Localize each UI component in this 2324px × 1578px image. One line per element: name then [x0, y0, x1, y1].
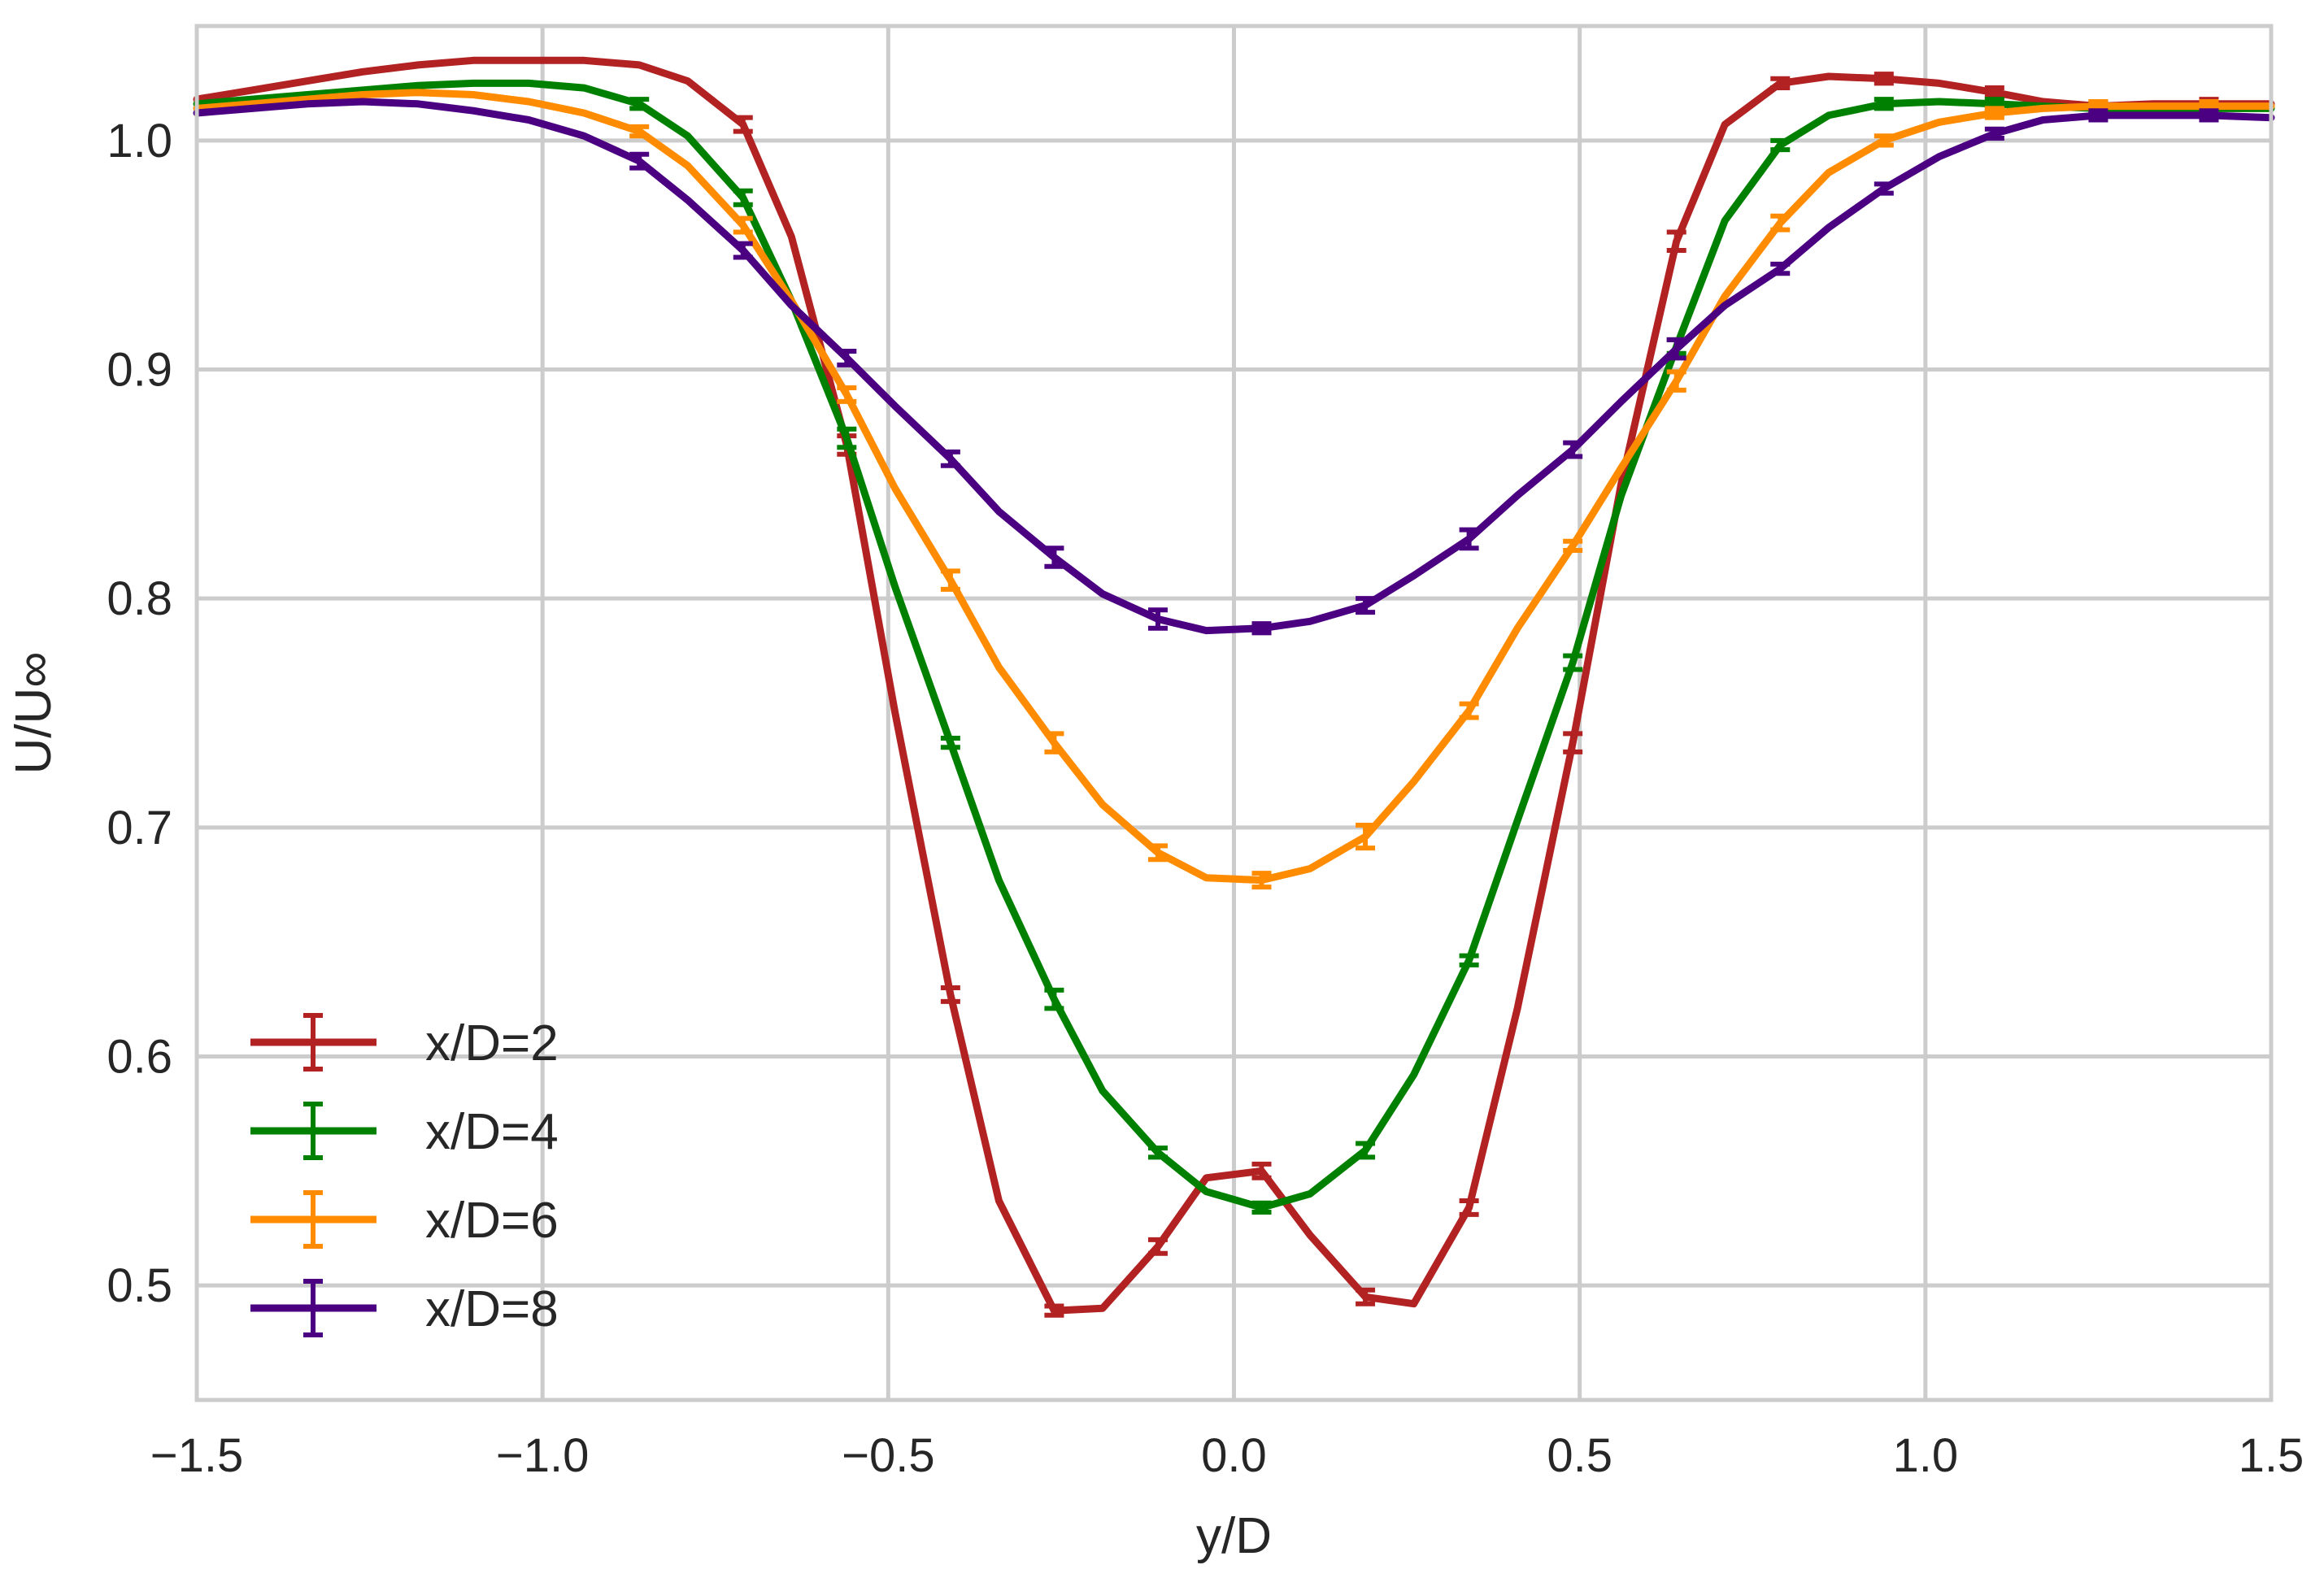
y-axis-label: U/U∞: [6, 652, 62, 775]
legend-item: x/D=8: [250, 1279, 559, 1337]
x-tick-label: −1.5: [150, 1429, 244, 1482]
legend-label: x/D=6: [425, 1193, 559, 1249]
errorbar: [1044, 1303, 1064, 1318]
errorbar: [1666, 369, 1686, 393]
series-4: [193, 98, 2275, 636]
errorbar: [733, 115, 753, 134]
plot-frame: [194, 24, 2274, 1402]
errorbar: [1563, 653, 1583, 672]
errorbar: [1459, 701, 1479, 720]
errorbar: [1984, 106, 2004, 120]
x-tick-label: −0.5: [842, 1429, 935, 1482]
series-line: [193, 98, 2275, 635]
errorbar: [1563, 440, 1583, 459]
x-tick-label: 0.0: [1201, 1429, 1267, 1482]
errorbar: [2199, 108, 2219, 123]
errorbar: [1251, 621, 1272, 636]
errorbar: [1251, 1161, 1272, 1180]
errorbar: [1770, 76, 1791, 91]
legend-item: x/D=4: [250, 1102, 559, 1160]
errorbar: [1459, 953, 1479, 967]
x-axis-label: y/D: [1196, 1508, 1272, 1564]
errorbar: [1356, 1287, 1376, 1306]
errorbar: [1874, 97, 1894, 111]
errorbar: [1459, 527, 1479, 551]
errorbar: [1044, 546, 1064, 569]
series-3: [193, 89, 2275, 890]
y-tick-label: 0.9: [107, 344, 172, 397]
errorbar: [1666, 229, 1686, 254]
y-tick-label: 1.0: [107, 115, 172, 167]
y-tick-label: 0.8: [107, 572, 172, 625]
legend: x/D=2 x/D=4 x/D=6 x/D=8: [250, 1013, 559, 1337]
errorbar: [1874, 181, 1894, 196]
x-tick-label: 0.5: [1547, 1429, 1612, 1482]
series-line: [193, 89, 2275, 885]
errorbar: [629, 151, 650, 171]
errorbar: [1356, 823, 1376, 851]
errorbar: [1356, 596, 1376, 615]
errorbar: [629, 124, 650, 139]
errorbar: [1147, 607, 1168, 631]
errorbar: [837, 385, 857, 404]
errorbar: [1251, 1200, 1272, 1215]
errorbar: [1563, 538, 1583, 554]
errorbar: [940, 985, 960, 1004]
errorbar: [2088, 108, 2109, 123]
errorbar: [1874, 72, 1894, 86]
errorbar: [1666, 337, 1686, 361]
errorbar: [733, 188, 753, 207]
errorbar: [837, 348, 857, 367]
errorbar: [1770, 137, 1791, 153]
legend-label: x/D=4: [425, 1104, 559, 1160]
errorbar: [1356, 1141, 1376, 1160]
errorbar: [1147, 1237, 1168, 1256]
y-tick-label: 0.6: [107, 1031, 172, 1084]
errorbar: [1984, 126, 2004, 141]
errorbar: [837, 426, 857, 450]
errorbar: [1147, 843, 1168, 863]
errorbar: [940, 735, 960, 750]
errorbar: [1563, 731, 1583, 754]
errorbar: [1044, 987, 1064, 1011]
y-tick-label: 0.5: [107, 1259, 172, 1312]
errorbar: [1044, 731, 1064, 754]
x-tick-label: 1.5: [2239, 1429, 2304, 1482]
errorbar: [733, 215, 753, 235]
errorbar: [1770, 261, 1791, 276]
tick-labels: −1.5 −1.0 −0.5 0.0 0.5 1.0 1.5 0.5 0.6 0.7 0.8 0.9 1…: [107, 115, 2304, 1482]
legend-item: x/D=2: [250, 1013, 559, 1072]
y-tick-label: 0.7: [107, 802, 172, 854]
legend-item: x/D=6: [250, 1190, 559, 1249]
legend-label: x/D=8: [425, 1281, 559, 1337]
errorbar: [940, 449, 960, 468]
x-tick-label: −1.0: [496, 1429, 590, 1482]
errorbar: [1251, 871, 1272, 890]
errorbar: [1874, 133, 1894, 148]
series-line: [193, 79, 2275, 1211]
errorbar: [733, 241, 753, 260]
errorbar: [1459, 1198, 1479, 1217]
series-line: [193, 56, 2275, 1315]
x-tick-label: 1.0: [1893, 1429, 1959, 1482]
series-group: [193, 56, 2275, 1318]
errorbar: [629, 97, 650, 111]
errorbar: [1147, 1145, 1168, 1160]
errorbar: [940, 568, 960, 592]
errorbar: [1770, 213, 1791, 233]
legend-label: x/D=2: [425, 1015, 559, 1072]
